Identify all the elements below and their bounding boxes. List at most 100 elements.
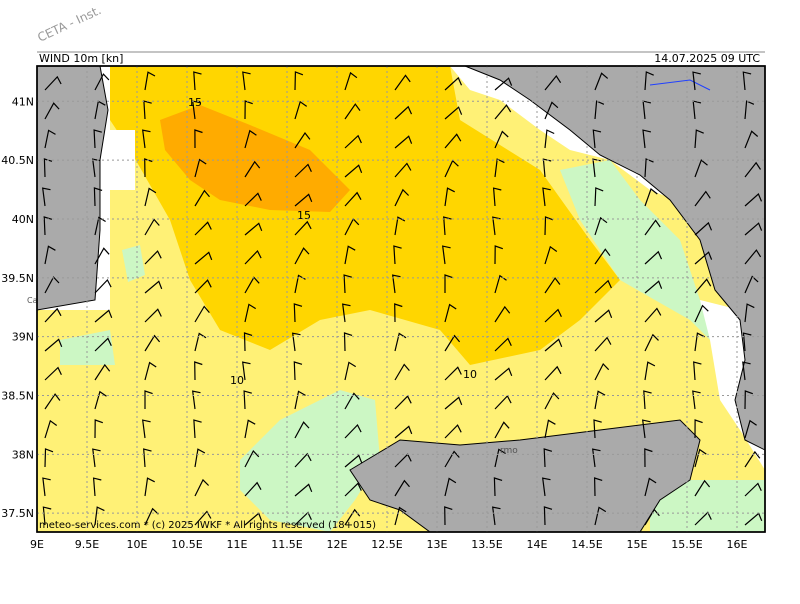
contour-label: 15 bbox=[297, 209, 311, 222]
lon-label: 9.5E bbox=[75, 538, 99, 551]
wind-barb bbox=[494, 305, 511, 323]
wind-barb bbox=[94, 278, 112, 294]
wind-barb bbox=[244, 249, 262, 265]
wind-barb bbox=[494, 394, 512, 410]
wind-barb bbox=[144, 308, 162, 323]
wind-barb bbox=[591, 448, 601, 468]
wind-barb bbox=[393, 245, 402, 265]
wind-barb bbox=[43, 216, 53, 236]
wind-barb bbox=[744, 275, 759, 294]
wind-barb bbox=[744, 249, 762, 265]
wind-barb bbox=[742, 71, 752, 91]
lon-label: 14E bbox=[527, 538, 548, 551]
wind-barb bbox=[244, 303, 257, 323]
contour-label: 10 bbox=[463, 368, 477, 381]
lon-label: 15E bbox=[627, 538, 648, 551]
wind-barb bbox=[44, 338, 63, 352]
wind-barb bbox=[294, 483, 313, 497]
wind-barb bbox=[244, 222, 263, 236]
wind-barb bbox=[744, 161, 762, 178]
wind-barb bbox=[594, 248, 611, 265]
wind-barb bbox=[694, 332, 705, 352]
lon-label: 12E bbox=[327, 538, 348, 551]
wind-barb bbox=[194, 510, 212, 526]
wind-barb bbox=[144, 334, 161, 352]
wind-barb bbox=[444, 187, 455, 207]
lon-label: 12.5E bbox=[371, 538, 402, 551]
river bbox=[649, 79, 711, 91]
wind-barb bbox=[742, 332, 752, 352]
wind-barb bbox=[144, 361, 157, 381]
wind-barb bbox=[94, 216, 106, 236]
wind-barb bbox=[394, 74, 411, 91]
wind-barb bbox=[544, 277, 561, 294]
wind-barb bbox=[594, 336, 612, 352]
wind-barb bbox=[593, 419, 602, 439]
field-high bbox=[160, 105, 350, 212]
wind-barb bbox=[294, 220, 312, 236]
wind-barb bbox=[294, 390, 306, 410]
wind-barb bbox=[544, 216, 554, 236]
wind-barb bbox=[141, 129, 151, 149]
wind-barb bbox=[241, 361, 251, 381]
wind-barb bbox=[294, 247, 310, 265]
wind-barb bbox=[344, 508, 361, 526]
wind-barb bbox=[293, 303, 303, 323]
header-time: 14.07.2025 09 UTC bbox=[654, 52, 760, 65]
wind-barb bbox=[644, 448, 653, 468]
lon-label: 10E bbox=[127, 538, 148, 551]
wind-barb bbox=[42, 477, 51, 497]
wind-barb bbox=[444, 334, 461, 352]
wind-barb bbox=[594, 72, 609, 91]
lat-label: 38N bbox=[12, 448, 34, 461]
wind-barb bbox=[144, 250, 162, 265]
lon-label: 11.5E bbox=[271, 538, 302, 551]
wind-barb bbox=[492, 216, 501, 236]
wind-barb bbox=[94, 247, 110, 265]
wind-barb bbox=[644, 158, 654, 178]
land-sardinia bbox=[37, 66, 109, 311]
graticule: 41N 40.5N 40N 39.5N 39N 38.5N 38N 37.5N 9E 9.5E 10… bbox=[1, 66, 765, 551]
wind-barb bbox=[494, 77, 513, 91]
wind-barb bbox=[644, 188, 658, 207]
wind-barb bbox=[594, 506, 607, 526]
wind-barb bbox=[144, 477, 155, 497]
wind-barb bbox=[441, 245, 451, 265]
wind-barb bbox=[344, 245, 356, 265]
wind-barb bbox=[394, 425, 413, 439]
wind-barb bbox=[294, 131, 311, 149]
wind-barb bbox=[244, 100, 253, 120]
wind-barb bbox=[243, 390, 252, 410]
wind-barb bbox=[444, 76, 463, 91]
wind-barb bbox=[544, 419, 556, 439]
wind-barb bbox=[544, 101, 559, 120]
wind-barb bbox=[692, 71, 701, 91]
wind-barb bbox=[43, 158, 53, 178]
wind-barb bbox=[294, 100, 308, 120]
wind-barb bbox=[444, 159, 459, 178]
wind-barb bbox=[144, 507, 159, 526]
wind-barb bbox=[294, 71, 304, 91]
wind-barb bbox=[494, 274, 507, 294]
wind-barb bbox=[194, 279, 212, 294]
wind-barb bbox=[494, 367, 513, 381]
wind-barb bbox=[444, 424, 462, 439]
wind-barb bbox=[144, 390, 153, 409]
wind-barb bbox=[344, 164, 363, 178]
lat-label: 39.5N bbox=[1, 272, 34, 285]
wind-barb bbox=[394, 216, 406, 236]
wind-barb bbox=[494, 337, 512, 352]
lat-label: 37.5N bbox=[1, 507, 34, 520]
wind-barb bbox=[394, 188, 410, 207]
lon-label: 13.5E bbox=[471, 538, 502, 551]
wind-barb bbox=[544, 245, 558, 265]
wind-barb bbox=[644, 361, 656, 381]
wind-barb bbox=[544, 392, 560, 410]
wind-barb bbox=[394, 395, 412, 410]
wind-barb bbox=[191, 390, 201, 410]
wind-barb bbox=[394, 479, 410, 497]
wind-barb bbox=[391, 274, 401, 294]
wind-barb bbox=[443, 216, 452, 236]
wind-barb bbox=[444, 366, 462, 381]
